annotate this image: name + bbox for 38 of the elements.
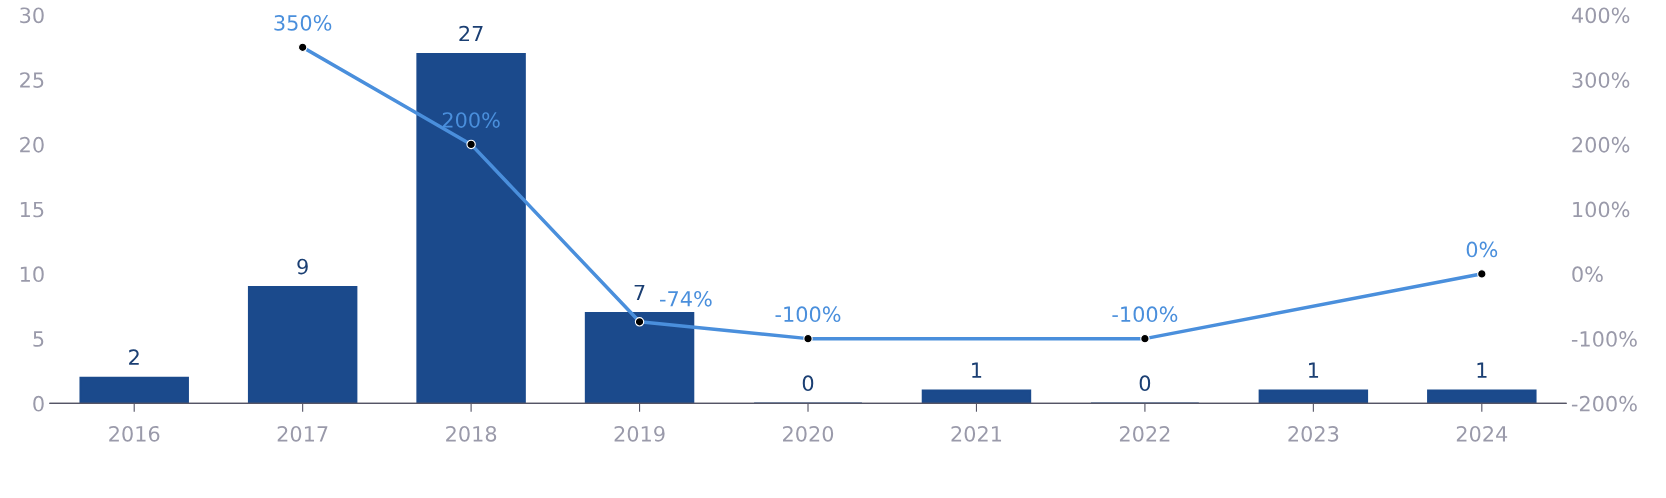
data-label: -100% bbox=[775, 306, 841, 323]
x-tick-label: 2017 bbox=[277, 425, 328, 442]
y-tick-label: 25 bbox=[20, 72, 44, 88]
y-tick-label: 5 bbox=[33, 331, 44, 347]
data-label: 1 bbox=[972, 362, 982, 378]
x-tick-label: 2019 bbox=[614, 425, 665, 442]
y2-tick-label: 200% bbox=[1572, 136, 1630, 153]
y-tick-label: 20 bbox=[20, 136, 44, 153]
y-tick-label: 0 bbox=[33, 395, 44, 412]
y-tick-label: 15 bbox=[20, 201, 44, 218]
data-label: 9 bbox=[297, 258, 308, 275]
data-label: -100% bbox=[1112, 306, 1178, 323]
x-tick-label: 2020 bbox=[783, 425, 834, 442]
data-label: 7 bbox=[634, 284, 645, 301]
data-label: 0 bbox=[1139, 375, 1151, 392]
y2-tick-label: 100% bbox=[1573, 201, 1630, 218]
y-tick-label: 10 bbox=[20, 266, 44, 283]
x-tick-label: 2022 bbox=[1119, 425, 1170, 442]
data-label: 27 bbox=[459, 25, 483, 42]
data-label: 350% bbox=[274, 15, 332, 31]
data-label: 1 bbox=[1309, 362, 1319, 378]
y2-tick-label: 400% bbox=[1571, 7, 1630, 24]
x-tick-label: 2023 bbox=[1288, 425, 1339, 442]
y2-tick-label: 0% bbox=[1572, 266, 1603, 283]
data-label: -74% bbox=[660, 290, 712, 307]
data-label: 1 bbox=[1477, 362, 1487, 378]
y2-tick-label: -100% bbox=[1571, 331, 1637, 347]
y2-tick-label: 300% bbox=[1572, 72, 1630, 88]
x-tick-label: 2018 bbox=[446, 425, 497, 442]
data-label: 2 bbox=[129, 349, 139, 365]
data-label: 0 bbox=[802, 375, 814, 392]
data-label: 0% bbox=[1466, 241, 1498, 258]
y2-tick-label: -200% bbox=[1571, 395, 1637, 412]
x-tick-label: 2024 bbox=[1456, 425, 1508, 442]
x-tick-label: 2016 bbox=[109, 425, 160, 442]
x-tick-label: 2021 bbox=[951, 425, 1002, 442]
data-label: 200% bbox=[442, 112, 500, 128]
y-tick-label: 30 bbox=[20, 7, 44, 24]
